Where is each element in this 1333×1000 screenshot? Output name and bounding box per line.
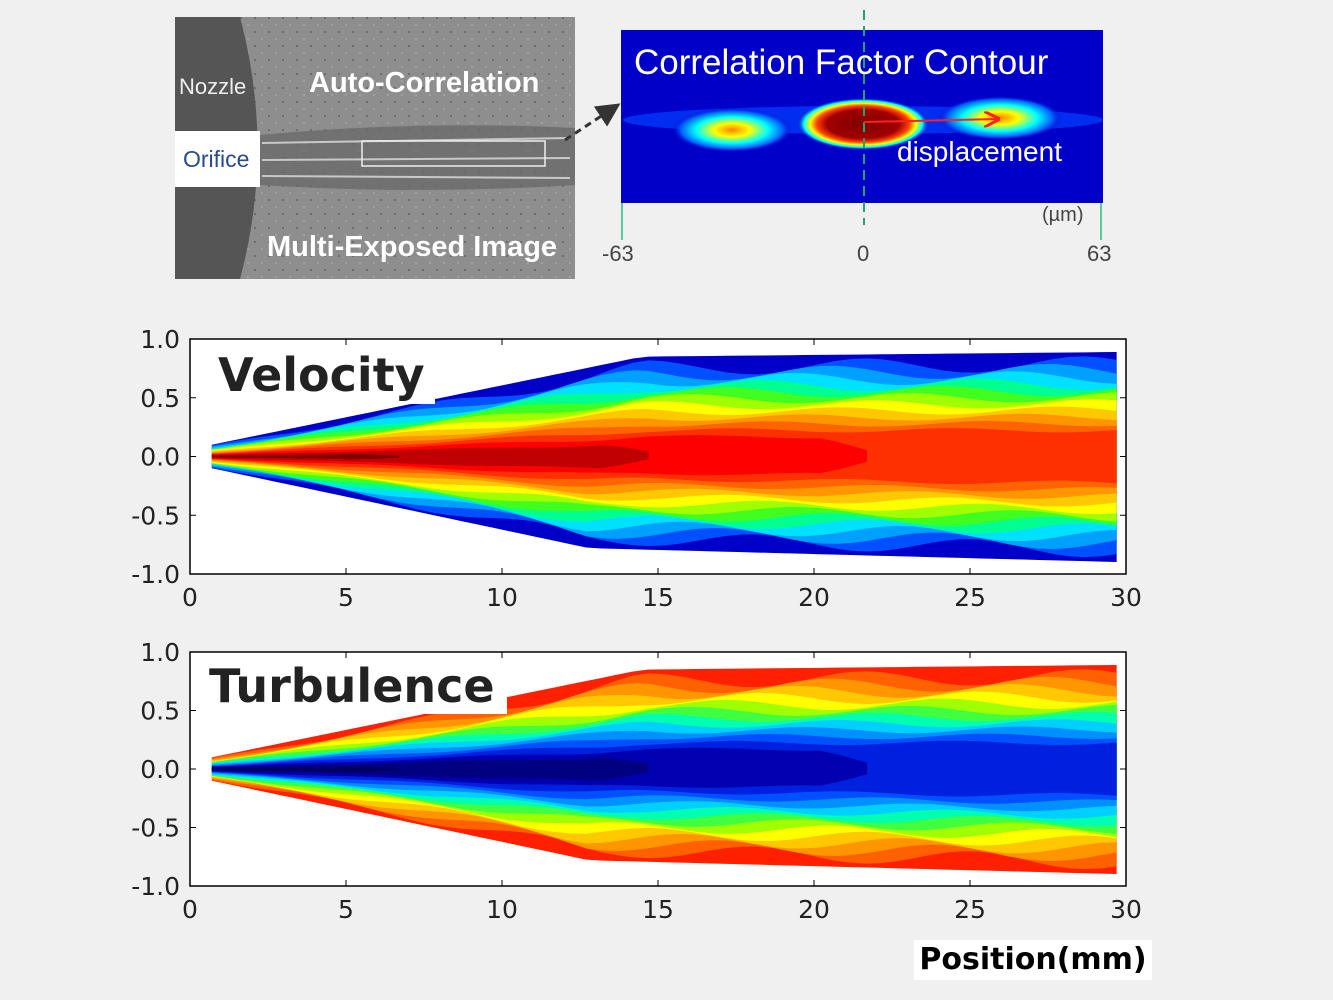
x-tick-label: 5 [338, 583, 354, 612]
y-tick-label: 0.0 [140, 443, 180, 472]
y-tick-label: -0.5 [131, 501, 180, 530]
y-tick-label: -1.0 [131, 560, 180, 589]
multi-exposed-image [175, 17, 621, 279]
contour-band [211, 445, 649, 468]
auto-correlation-window [361, 140, 546, 167]
x-tick-label: 15 [642, 583, 674, 612]
unit-label: (µm) [1042, 204, 1084, 226]
x-tick-label: 20 [798, 895, 830, 924]
contour-band [211, 757, 649, 781]
displacement-arrow [863, 119, 998, 122]
contour-band [211, 766, 400, 772]
x-tick-label: 20 [798, 583, 830, 612]
y-tick-label: -0.5 [131, 814, 180, 843]
x-tick-label: 30 [1110, 895, 1142, 924]
correlation-title: Correlation Factor Contour [634, 43, 1049, 82]
x-tick-label: 10 [486, 895, 518, 924]
orifice-box [175, 131, 260, 187]
turbulence-title: Turbulence [203, 659, 507, 714]
displacement-label: displacement [897, 136, 1062, 167]
pointer-arrow [564, 103, 621, 142]
velocity-title: Velocity [210, 346, 435, 404]
corr-tick-left: -63 [602, 241, 634, 266]
orifice-label: Orifice [183, 146, 250, 172]
y-tick-label: 0.0 [140, 755, 180, 784]
x-tick-label: 15 [642, 895, 674, 924]
y-tick-label: -1.0 [131, 872, 180, 901]
x-tick-label: 0 [182, 895, 198, 924]
contour-band [211, 454, 400, 460]
correlation-contour [621, 10, 1103, 240]
auto-correlation-label: Auto-Correlation [309, 67, 540, 99]
corr-tick-right: 63 [1087, 241, 1112, 266]
side-peak-right [938, 96, 1062, 140]
x-tick-label: 25 [954, 895, 986, 924]
y-tick-label: 1.0 [140, 638, 180, 667]
x-tick-label: 30 [1110, 583, 1142, 612]
x-tick-label: 25 [954, 583, 986, 612]
contour-plot-0: 0 5 10 15 20 25 30 1.0 0.5 0.0 -0.5 -1.0 [131, 325, 1142, 612]
nozzle-label: Nozzle [179, 74, 247, 99]
side-peak-left [672, 108, 792, 152]
x-tick-label: 0 [182, 583, 198, 612]
x-tick-label: 5 [338, 895, 354, 924]
y-tick-label: 1.0 [140, 325, 180, 354]
x-tick-label: 10 [486, 583, 518, 612]
multi-exposed-label: Multi-Exposed Image [267, 231, 558, 263]
corr-tick-center: 0 [857, 241, 870, 266]
y-tick-label: 0.5 [140, 697, 180, 726]
y-tick-label: 0.5 [140, 384, 180, 413]
x-axis-label: Position(mm) [914, 940, 1152, 980]
contour-plot-1: 0 5 10 15 20 25 30 1.0 0.5 0.0 -0.5 -1.0 [131, 638, 1142, 924]
